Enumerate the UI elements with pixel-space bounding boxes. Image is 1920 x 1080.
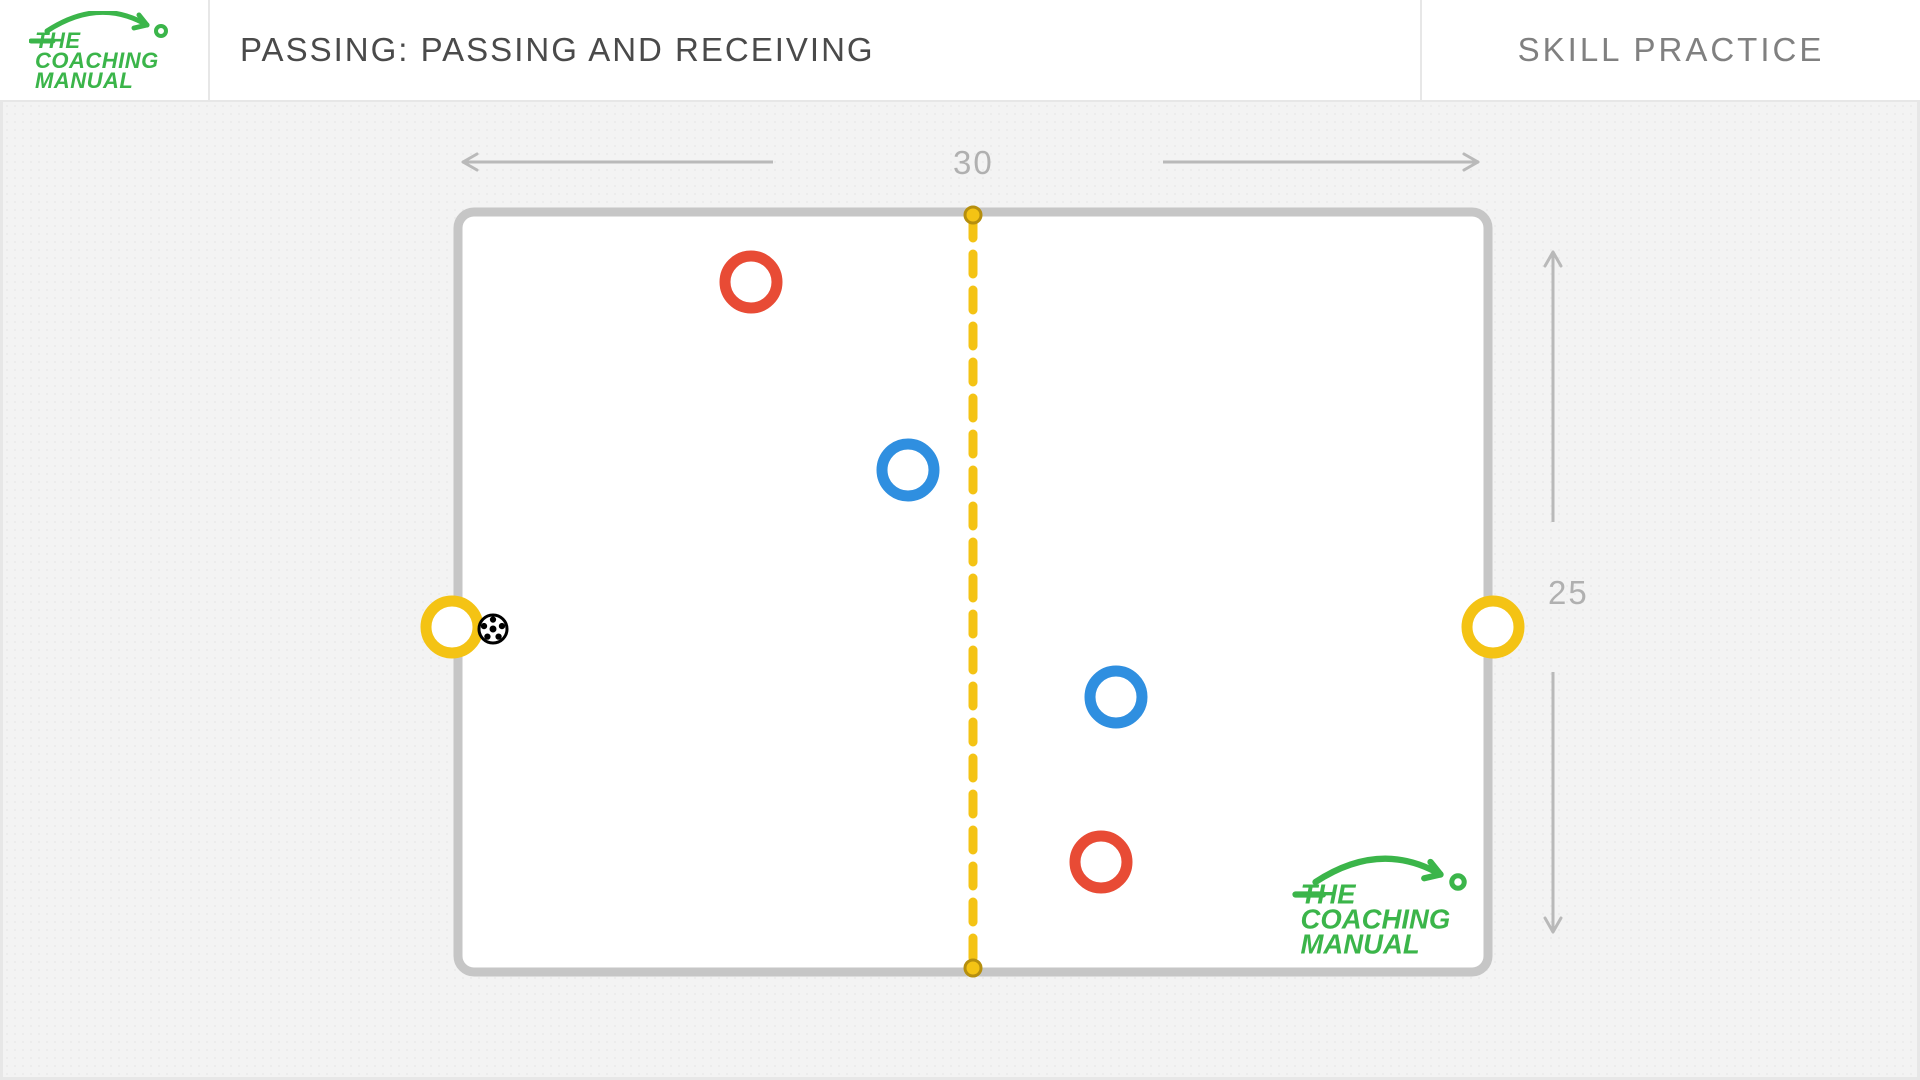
dimension-width-label: 30 <box>953 144 994 181</box>
player-blue <box>1090 671 1142 723</box>
ball-icon <box>479 615 507 643</box>
cone-marker <box>965 960 981 976</box>
drill-stage: 3025THECOACHINGMANUAL <box>0 102 1920 1080</box>
player-red <box>725 256 777 308</box>
player-red <box>1075 836 1127 888</box>
coaching-manual-logo: THE COACHING MANUAL <box>29 11 179 89</box>
svg-text:MANUAL: MANUAL <box>35 68 133 89</box>
player-yellow <box>426 601 478 653</box>
header-logo-cell: THE COACHING MANUAL <box>0 0 210 100</box>
drill-svg: 3025THECOACHINGMANUAL <box>3 102 1920 1080</box>
svg-text:MANUAL: MANUAL <box>1301 928 1420 959</box>
header-type-cell: SKILL PRACTICE <box>1420 0 1920 100</box>
dimension-height-label: 25 <box>1548 574 1589 611</box>
header-title-cell: PASSING: PASSING AND RECEIVING <box>210 0 1420 100</box>
drill-type-label: SKILL PRACTICE <box>1518 31 1825 69</box>
cone-marker <box>965 207 981 223</box>
player-yellow <box>1467 601 1519 653</box>
frame: THE COACHING MANUAL PASSING: PASSING AND… <box>0 0 1920 1080</box>
drill-title: PASSING: PASSING AND RECEIVING <box>240 31 875 69</box>
header-bar: THE COACHING MANUAL PASSING: PASSING AND… <box>0 0 1920 102</box>
player-blue <box>882 444 934 496</box>
